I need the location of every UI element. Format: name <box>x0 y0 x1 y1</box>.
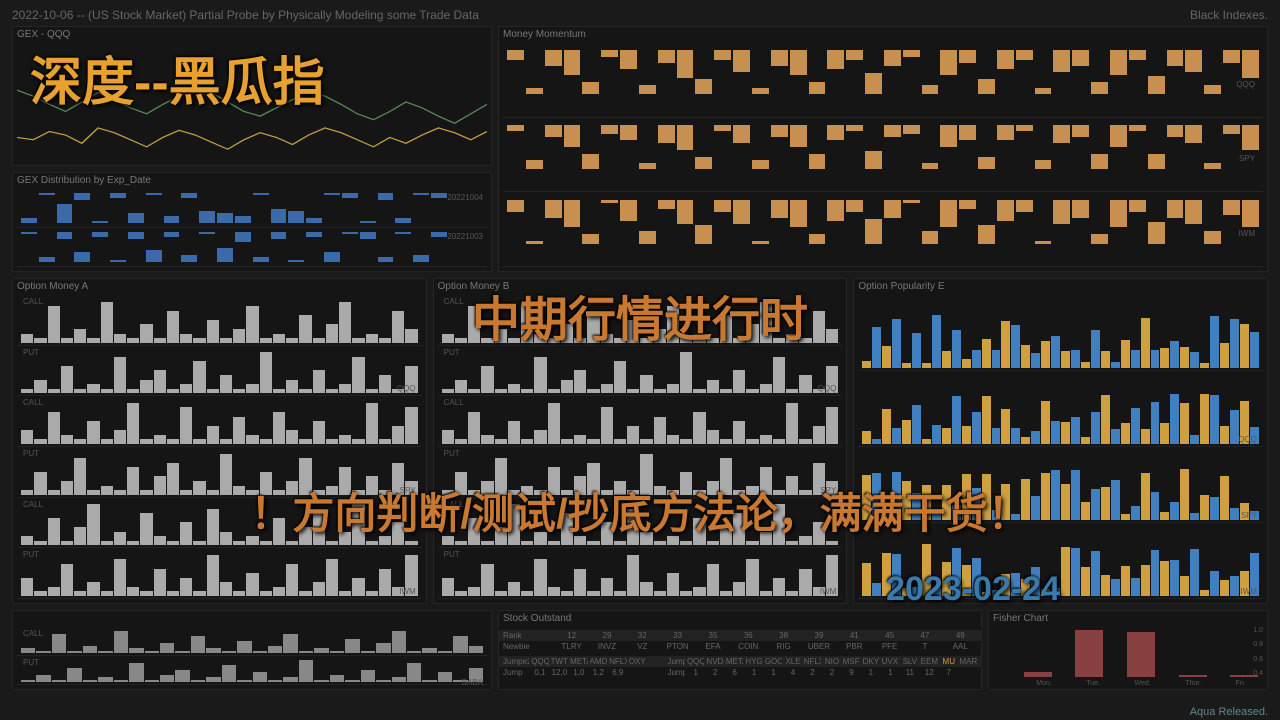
panel-gex-dist: GEX Distribution by Exp_Date 20221004202… <box>12 172 492 272</box>
overlay-title-1: 深度--黑瓜指 <box>30 40 325 115</box>
panel-title: Money Momentum <box>499 27 1267 42</box>
ticker-label: BABA <box>462 678 483 687</box>
panel-title: Stock Outstand <box>499 611 981 626</box>
header: 2022-10-06 -- (US Stock Market) Partial … <box>12 8 1268 22</box>
header-right: Black Indexes. <box>1190 8 1268 22</box>
header-title: 2022-10-06 -- (US Stock Market) Partial … <box>12 8 479 22</box>
footer: Aqua Released. <box>1190 706 1268 718</box>
panel-title: GEX Distribution by Exp_Date <box>13 173 491 188</box>
panel-stock-outstand: Stock Outstand Rank122932333536383941454… <box>498 610 982 690</box>
overlay-title-3: ！方向判断/测试/抄底方法论，满满干货！ <box>0 480 1280 541</box>
overlay-title-2: 中期行情进行时 <box>0 280 1280 350</box>
panel-bottom-left: CALLPUT BABA <box>12 610 492 690</box>
panel-money-momentum: Money Momentum QQQSPYIWM <box>498 26 1268 272</box>
overlay-date: 2023-02-24 <box>886 570 1060 609</box>
panel-fisher: Fisher Chart 1.00.80.60.4 Mon.Tue.Wed.Th… <box>988 610 1268 690</box>
panel-title: Fisher Chart <box>989 611 1267 626</box>
